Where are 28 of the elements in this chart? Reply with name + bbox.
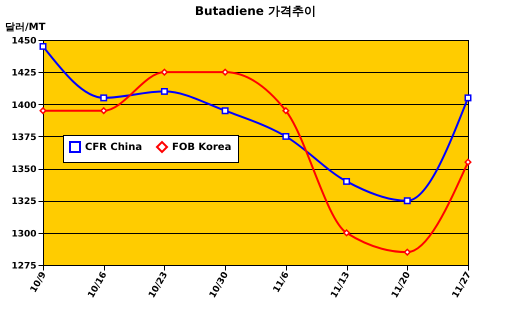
point: [343, 178, 350, 185]
point: [100, 107, 108, 114]
y-tick-label: 1325: [11, 197, 36, 208]
point: [160, 68, 168, 76]
y-tick-label: 1400: [11, 100, 36, 111]
point: [222, 68, 229, 76]
y-tick-label: 1450: [11, 36, 36, 46]
point: [464, 158, 472, 166]
point: [343, 229, 350, 236]
point: [282, 107, 290, 114]
point: [404, 248, 411, 256]
point: [404, 197, 411, 204]
y-tick-label: 1425: [11, 68, 36, 79]
point: [282, 132, 290, 140]
y-tick-label: 1300: [11, 229, 36, 240]
legend-label: FOB Korea: [172, 142, 232, 153]
y-tick-label: 1350: [11, 165, 36, 176]
y-axis-title: 달러/MT: [5, 22, 46, 33]
legend-label: CFR China: [85, 142, 142, 153]
point: [222, 107, 229, 114]
chart-title: Butadiene 가격추이: [194, 4, 316, 18]
y-tick-label: 1375: [11, 132, 36, 143]
y-tick-label: 1275: [11, 262, 36, 272]
point: [464, 94, 472, 102]
point: [40, 107, 46, 114]
point: [40, 42, 46, 50]
point: [100, 94, 108, 102]
point: [160, 88, 168, 95]
